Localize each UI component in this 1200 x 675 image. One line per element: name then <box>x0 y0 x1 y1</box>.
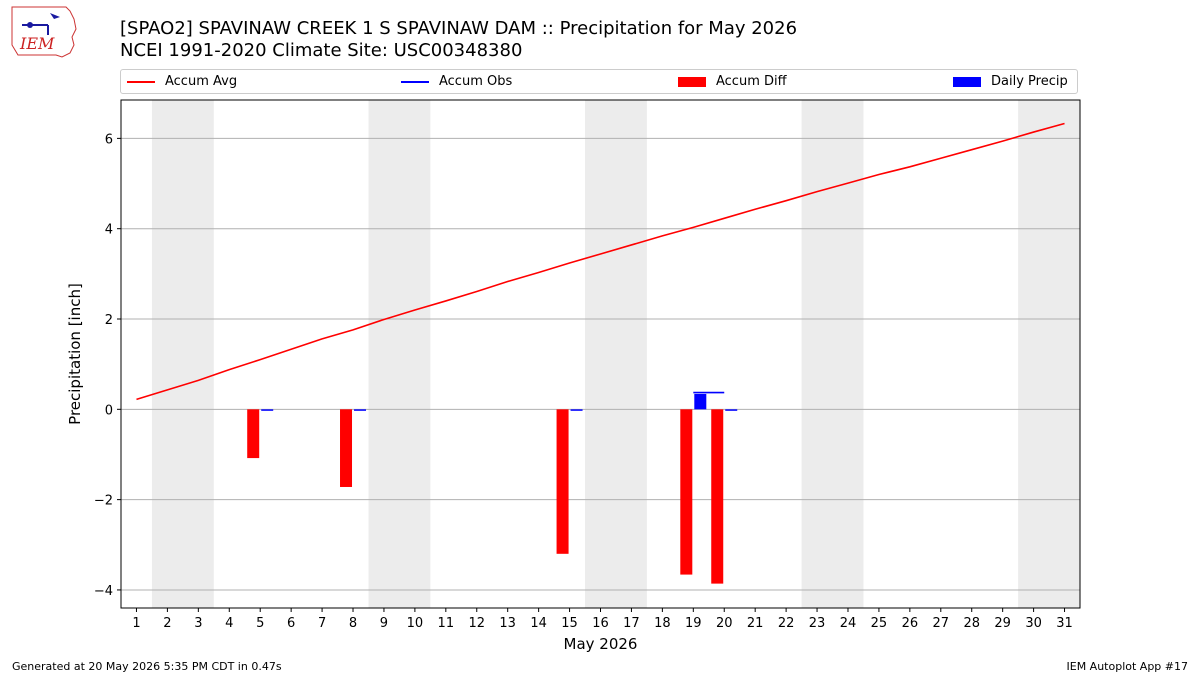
legend-swatch-accum-obs <box>401 81 429 83</box>
weekend-shade <box>801 100 864 608</box>
x-tick-label: 10 <box>407 616 424 631</box>
x-tick-label: 27 <box>933 616 950 631</box>
chart-title-line2: NCEI 1991-2020 Climate Site: USC00348380 <box>120 40 523 61</box>
daily-precip-bar <box>261 409 274 411</box>
x-tick-label: 2 <box>163 616 171 631</box>
legend-item-accum-obs: Accum Obs <box>401 74 512 90</box>
x-tick-label: 11 <box>438 616 455 631</box>
x-tick-label: 19 <box>685 616 702 631</box>
y-tick-label: 2 <box>105 313 113 328</box>
legend-label-accum-obs: Accum Obs <box>439 74 513 89</box>
svg-text:IEM: IEM <box>19 34 55 53</box>
legend-label-accum-avg: Accum Avg <box>165 74 238 89</box>
x-tick-label: 5 <box>256 616 264 631</box>
legend-item-daily-precip: Daily Precip <box>953 74 1068 90</box>
x-tick-label: 16 <box>592 616 609 631</box>
accum-diff-bar <box>247 409 260 459</box>
x-tick-label: 14 <box>530 616 547 631</box>
x-tick-label: 4 <box>225 616 233 631</box>
legend-label-daily-precip: Daily Precip <box>991 74 1068 89</box>
x-tick-label: 31 <box>1056 616 1073 631</box>
x-tick-label: 26 <box>902 616 919 631</box>
x-tick-label: 28 <box>963 616 980 631</box>
x-tick-label: 9 <box>380 616 388 631</box>
x-tick-label: 13 <box>499 616 516 631</box>
y-tick-label: −2 <box>94 494 113 509</box>
chart-title: [SPAO2] SPAVINAW CREEK 1 S SPAVINAW DAM … <box>120 18 797 62</box>
legend: Accum Avg Accum Obs Accum Diff Daily Pre… <box>120 69 1078 94</box>
legend-label-accum-diff: Accum Diff <box>716 74 787 89</box>
x-tick-label: 29 <box>994 616 1011 631</box>
weekend-shade <box>1018 100 1080 608</box>
accum-diff-bar <box>556 409 569 554</box>
x-tick-label: 17 <box>623 616 640 631</box>
x-axis-label: May 2026 <box>564 635 638 653</box>
y-tick-label: 4 <box>105 223 113 238</box>
x-tick-label: 18 <box>654 616 671 631</box>
legend-item-accum-diff: Accum Diff <box>678 74 787 90</box>
x-tick-label: 7 <box>318 616 326 631</box>
accum-avg-line <box>136 122 1065 401</box>
x-tick-label: 3 <box>194 616 202 631</box>
x-tick-label: 20 <box>716 616 733 631</box>
y-tick-label: −4 <box>94 584 113 599</box>
x-tick-label: 24 <box>840 616 857 631</box>
x-tick-label: 25 <box>871 616 888 631</box>
x-tick-label: 21 <box>747 616 764 631</box>
daily-precip-bar <box>570 409 583 411</box>
daily-precip-bar <box>354 409 367 411</box>
daily-precip-bar <box>725 409 738 411</box>
y-tick-label: 0 <box>105 403 113 418</box>
chart-title-line1: [SPAO2] SPAVINAW CREEK 1 S SPAVINAW DAM … <box>120 18 798 39</box>
footer-generated: Generated at 20 May 2026 5:35 PM CDT in … <box>12 660 282 673</box>
accum-diff-bar <box>340 409 353 487</box>
x-tick-label: 1 <box>132 616 140 631</box>
weekend-shade <box>368 100 431 608</box>
legend-swatch-accum-avg <box>127 81 155 83</box>
x-tick-label: 15 <box>561 616 578 631</box>
x-tick-label: 8 <box>349 616 357 631</box>
weekend-shade <box>151 100 214 608</box>
x-tick-label: 6 <box>287 616 295 631</box>
footer-app: IEM Autoplot App #17 <box>1066 660 1189 673</box>
x-tick-label: 23 <box>809 616 826 631</box>
y-axis-label: Precipitation [inch] <box>66 283 84 425</box>
weekend-shade <box>585 100 647 608</box>
legend-swatch-accum-diff <box>678 77 706 87</box>
accum-diff-bar <box>680 409 693 575</box>
x-tick-label: 22 <box>778 616 795 631</box>
iem-logo: IEM <box>11 6 77 58</box>
y-tick-label: 6 <box>105 132 113 147</box>
legend-item-accum-avg: Accum Avg <box>127 74 237 90</box>
accum-diff-bar <box>711 409 724 584</box>
daily-precip-bar <box>694 393 707 410</box>
x-tick-label: 30 <box>1025 616 1042 631</box>
legend-swatch-daily-precip <box>953 77 981 87</box>
x-tick-label: 12 <box>468 616 485 631</box>
